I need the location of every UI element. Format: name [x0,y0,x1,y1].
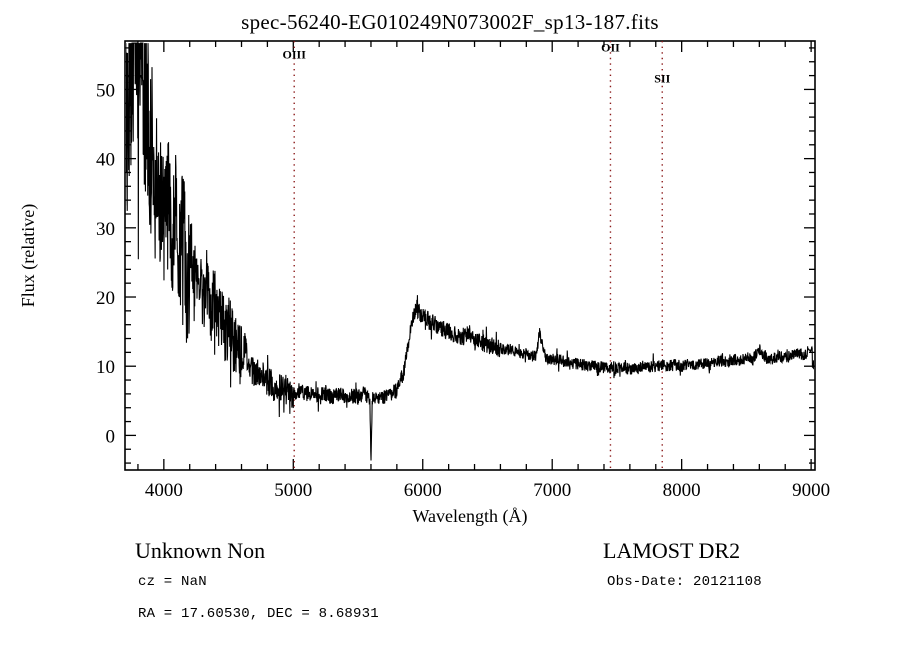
y-tick-label: 50 [96,80,115,101]
x-tick-label: 6000 [404,480,442,501]
plot-axes [124,40,816,471]
y-axis-title: Flux (relative) [18,204,39,307]
redshift-label: cz = NaN [138,574,207,590]
coordinates-label: RA = 17.60530, DEC = 8.68931 [138,606,379,622]
emission-line-label: SII [654,72,670,86]
x-tick-label: 7000 [533,480,571,501]
spectrum-trace [126,42,814,461]
x-tick-label: 4000 [145,480,183,501]
y-tick-label: 20 [96,288,115,309]
x-axis-title: Wavelength (Å) [412,506,527,527]
obs-date-label: Obs-Date: 20121108 [607,574,762,590]
emission-line-label: OII [601,40,620,54]
axis-labels: 4000 5000 6000 7000 8000 9000 0 10 20 30 40 50 Wavel… [18,80,830,527]
x-tick-label: 5000 [274,480,312,501]
y-tick-label: 40 [96,150,115,171]
y-tick-label: 10 [96,357,115,378]
page-title: spec-56240-EG010249N073002F_sp13-187.fit… [241,10,659,34]
y-tick-label: 0 [106,426,116,447]
survey-label: LAMOST DR2 [603,538,741,563]
x-tick-label: 8000 [663,480,701,501]
y-tick-label: 30 [96,219,115,240]
x-tick-label: 9000 [792,480,830,501]
emission-line-label: OIII [283,47,307,61]
flux-curve [126,42,814,461]
object-class-label: Unknown Non [135,538,266,563]
